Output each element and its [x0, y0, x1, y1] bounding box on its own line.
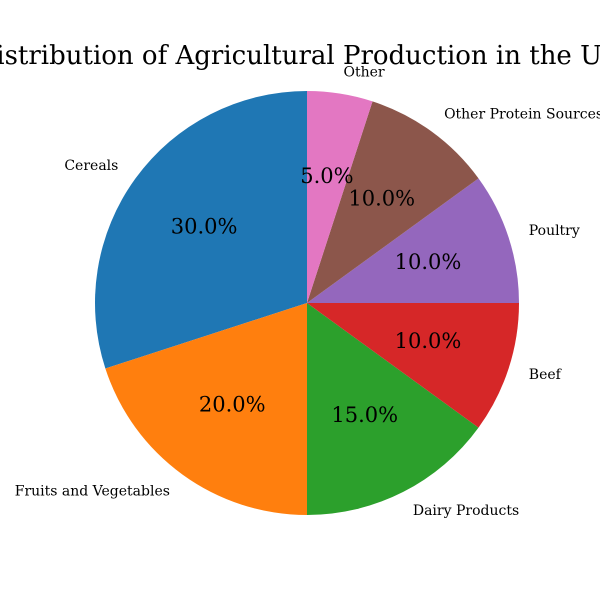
pie-slice-beef	[307, 303, 519, 428]
pie-slice-dairy-products	[307, 303, 479, 515]
pie-slice-fruits-and-vegetables	[105, 303, 307, 515]
pie-slice-poultry	[307, 178, 519, 303]
pie-slice-cereals	[94, 91, 308, 369]
pie-label-dairy-products: Dairy Products	[413, 503, 519, 519]
chart-title: Distribution of Agricultural Production …	[0, 41, 600, 71]
pie-value-fruits-and-vegetables: 20.0%	[199, 392, 266, 416]
pie-slices	[94, 91, 519, 515]
pie-value-dairy-products: 15.0%	[331, 403, 398, 427]
pie-labels: Cereals 30.0% Fruits and Vegetables 20.0% Da…	[15, 65, 600, 519]
pie-label-cereals: Cereals	[64, 158, 118, 174]
pie-slice-other	[307, 91, 373, 303]
pie-value-beef: 10.0%	[395, 329, 462, 353]
pie-value-cereals: 30.0%	[171, 215, 238, 239]
pie-label-fruits-and-vegetables: Fruits and Vegetables	[15, 484, 170, 500]
pie-value-poultry: 10.0%	[395, 250, 462, 274]
pie-slice-other-protein-sources	[307, 101, 479, 303]
pie-label-other-protein-sources: Other Protein Sources	[444, 106, 600, 122]
pie-label-poultry: Poultry	[529, 223, 580, 239]
pie-label-beef: Beef	[529, 367, 563, 383]
pie-label-other: Other	[343, 65, 384, 81]
pie-value-other: 5.0%	[300, 164, 353, 188]
pie-value-other-protein-sources: 10.0%	[348, 187, 415, 211]
